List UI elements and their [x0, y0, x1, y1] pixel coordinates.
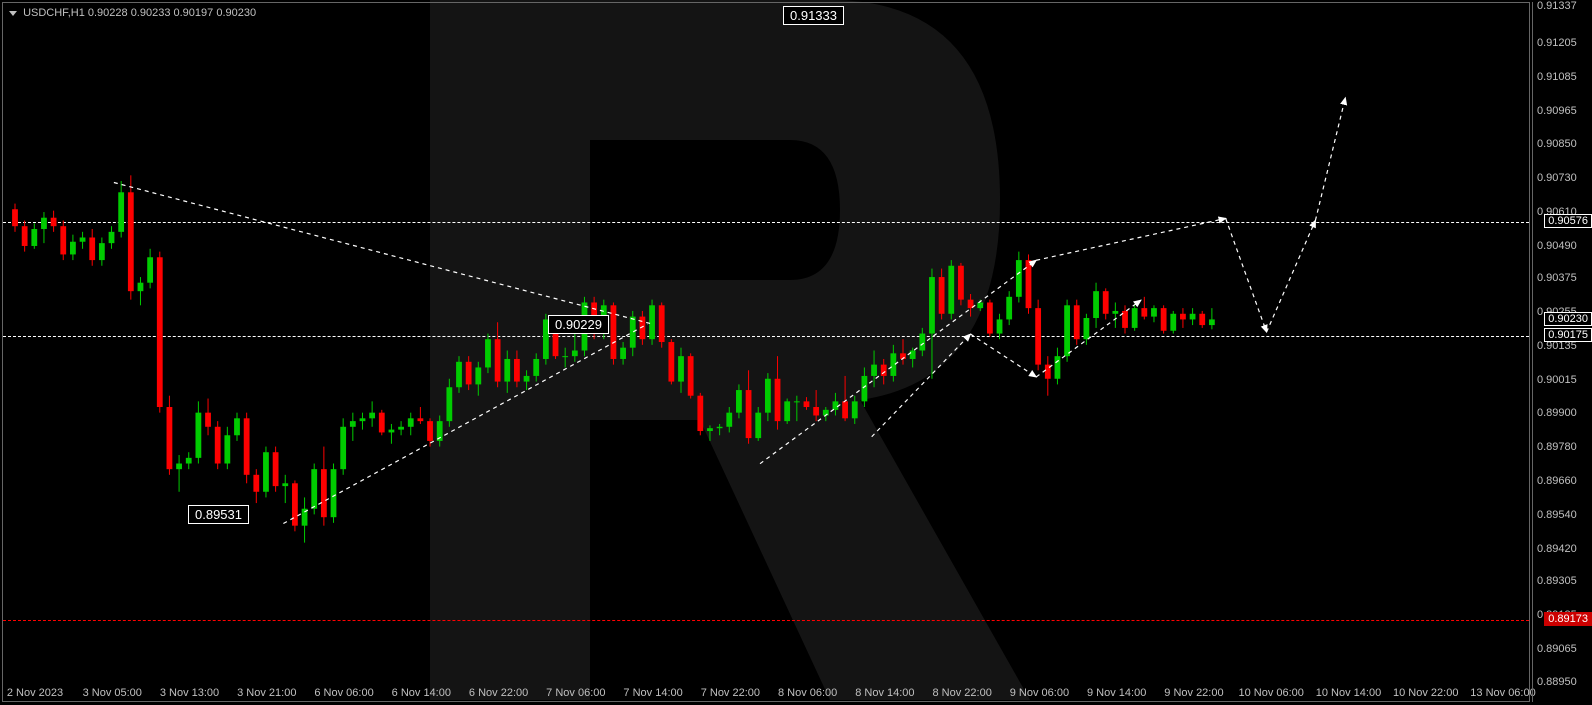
- chart-text-label[interactable]: 0.91333: [783, 6, 844, 25]
- symbol-label: USDCHF: [23, 7, 68, 19]
- y-axis: 0.91337 0.91205 0.91085 0.90965 0.90850 0.907…: [1532, 2, 1592, 702]
- y-tick-label: 0.88950: [1537, 676, 1577, 688]
- ohlc-display: 0.90228 0.90233 0.90197 0.90230: [88, 7, 256, 19]
- y-tick-label: 0.90850: [1537, 138, 1577, 150]
- chart-text-label[interactable]: 0.90229: [548, 315, 609, 334]
- y-tick-label: 0.89780: [1537, 441, 1577, 453]
- chart-header: USDCHF,H1 0.90228 0.90233 0.90197 0.9023…: [9, 7, 256, 19]
- y-tick-label: 0.90375: [1537, 272, 1577, 284]
- chart-container: USDCHF,H1 0.90228 0.90233 0.90197 0.9023…: [0, 0, 1592, 705]
- price-line-label: 0.90175: [1544, 328, 1592, 342]
- chart-text-label[interactable]: 0.89531: [188, 505, 249, 524]
- y-tick-label: 0.89660: [1537, 475, 1577, 487]
- y-tick-label: 0.90135: [1537, 340, 1577, 352]
- current-price-box: 0.90230: [1544, 312, 1592, 326]
- y-tick-label: 0.90965: [1537, 105, 1577, 117]
- y-tick-label: 0.90015: [1537, 374, 1577, 386]
- y-tick-label: 0.90730: [1537, 172, 1577, 184]
- dropdown-icon[interactable]: [9, 11, 17, 16]
- y-tick-label: 0.90490: [1537, 240, 1577, 252]
- y-tick-label: 0.89540: [1537, 509, 1577, 521]
- candlestick-series: [3, 3, 1529, 701]
- price-line-label: 0.90576: [1544, 214, 1592, 228]
- timeframe-label: H1: [71, 7, 85, 19]
- y-tick-label: 0.91337: [1537, 0, 1577, 12]
- y-tick-label: 0.91085: [1537, 71, 1577, 83]
- chart-plot-area[interactable]: USDCHF,H1 0.90228 0.90233 0.90197 0.9023…: [2, 2, 1530, 702]
- y-tick-label: 0.89900: [1537, 407, 1577, 419]
- price-line-label: 0.89173: [1544, 612, 1592, 626]
- y-tick-label: 0.91205: [1537, 37, 1577, 49]
- y-tick-label: 0.89065: [1537, 643, 1577, 655]
- y-tick-label: 0.89305: [1537, 575, 1577, 587]
- y-tick-label: 0.89420: [1537, 543, 1577, 555]
